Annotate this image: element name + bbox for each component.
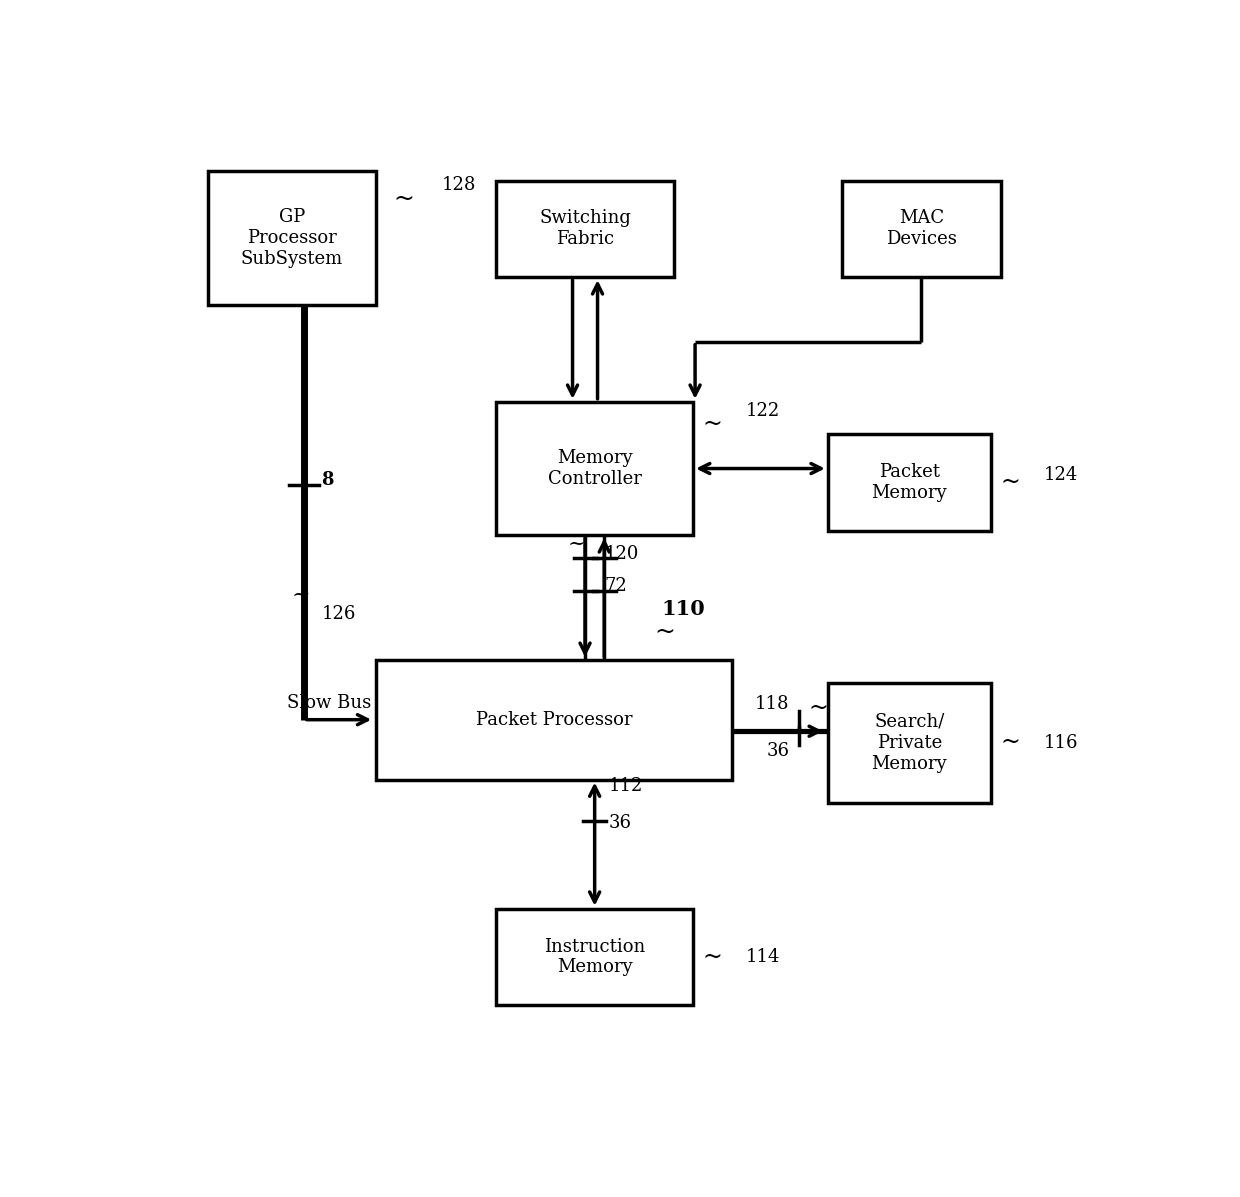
Text: 114: 114 — [746, 948, 780, 966]
Text: ~: ~ — [808, 697, 828, 719]
Bar — [496, 909, 693, 1005]
Text: Switching
Fabric: Switching Fabric — [539, 209, 631, 248]
Text: 116: 116 — [1044, 734, 1079, 752]
Text: ~: ~ — [568, 535, 585, 554]
Text: 36: 36 — [766, 742, 789, 760]
Text: ~: ~ — [1001, 731, 1021, 754]
Text: Instruction
Memory: Instruction Memory — [544, 937, 645, 977]
Text: ~: ~ — [1001, 470, 1021, 494]
Text: Memory
Controller: Memory Controller — [548, 449, 641, 488]
Text: 124: 124 — [1044, 466, 1078, 484]
Text: 8: 8 — [321, 472, 334, 490]
Text: 126: 126 — [321, 604, 356, 622]
Text: 128: 128 — [441, 176, 476, 194]
Text: 72: 72 — [604, 577, 627, 595]
Text: 112: 112 — [609, 777, 644, 795]
Text: Slow Bus: Slow Bus — [286, 694, 371, 712]
Bar — [208, 171, 376, 305]
Text: 120: 120 — [604, 545, 639, 563]
Text: 36: 36 — [609, 814, 632, 832]
Bar — [828, 435, 991, 530]
Text: GP
Processor
SubSystem: GP Processor SubSystem — [241, 208, 343, 268]
Bar — [496, 181, 675, 278]
Text: Packet
Memory: Packet Memory — [872, 463, 947, 502]
Text: 110: 110 — [662, 598, 706, 619]
Bar — [376, 660, 732, 779]
Text: ~: ~ — [655, 620, 675, 644]
Text: ~: ~ — [703, 413, 723, 436]
Bar — [842, 181, 1001, 278]
Text: 122: 122 — [746, 402, 780, 420]
Text: ~: ~ — [393, 188, 414, 211]
Text: Search/
Private
Memory: Search/ Private Memory — [872, 713, 947, 772]
Bar — [496, 402, 693, 535]
Bar — [828, 682, 991, 803]
Text: MAC
Devices: MAC Devices — [885, 209, 957, 248]
Text: 118: 118 — [755, 694, 789, 712]
Text: ~: ~ — [291, 584, 310, 606]
Text: ~: ~ — [703, 946, 723, 968]
Text: Packet Processor: Packet Processor — [476, 711, 632, 729]
